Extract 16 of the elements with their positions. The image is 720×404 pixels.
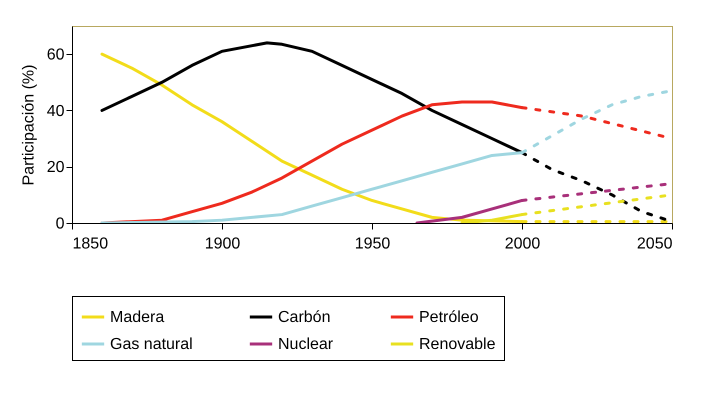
legend-label: Madera: [110, 309, 164, 326]
legend-label: Renovable: [419, 336, 496, 353]
y-axis-title: Participación (%): [20, 64, 38, 186]
legend-label: Petróleo: [419, 309, 479, 326]
x-tick-label: 1900: [204, 236, 240, 252]
x-tick-label: 2050: [636, 236, 673, 252]
legend-label: Nuclear: [278, 336, 334, 353]
y-tick-label: 40: [46, 102, 65, 120]
legend-label: Carbón: [278, 309, 330, 326]
y-tick-label: 60: [46, 46, 65, 64]
x-tick-label: 1850: [72, 236, 108, 252]
legend-label: Gas natural: [110, 336, 193, 353]
y-tick-label: 0: [56, 216, 65, 232]
x-tick-label: 1950: [354, 236, 390, 252]
y-tick-label: 20: [46, 159, 65, 176]
x-tick-label: 2000: [504, 236, 540, 252]
